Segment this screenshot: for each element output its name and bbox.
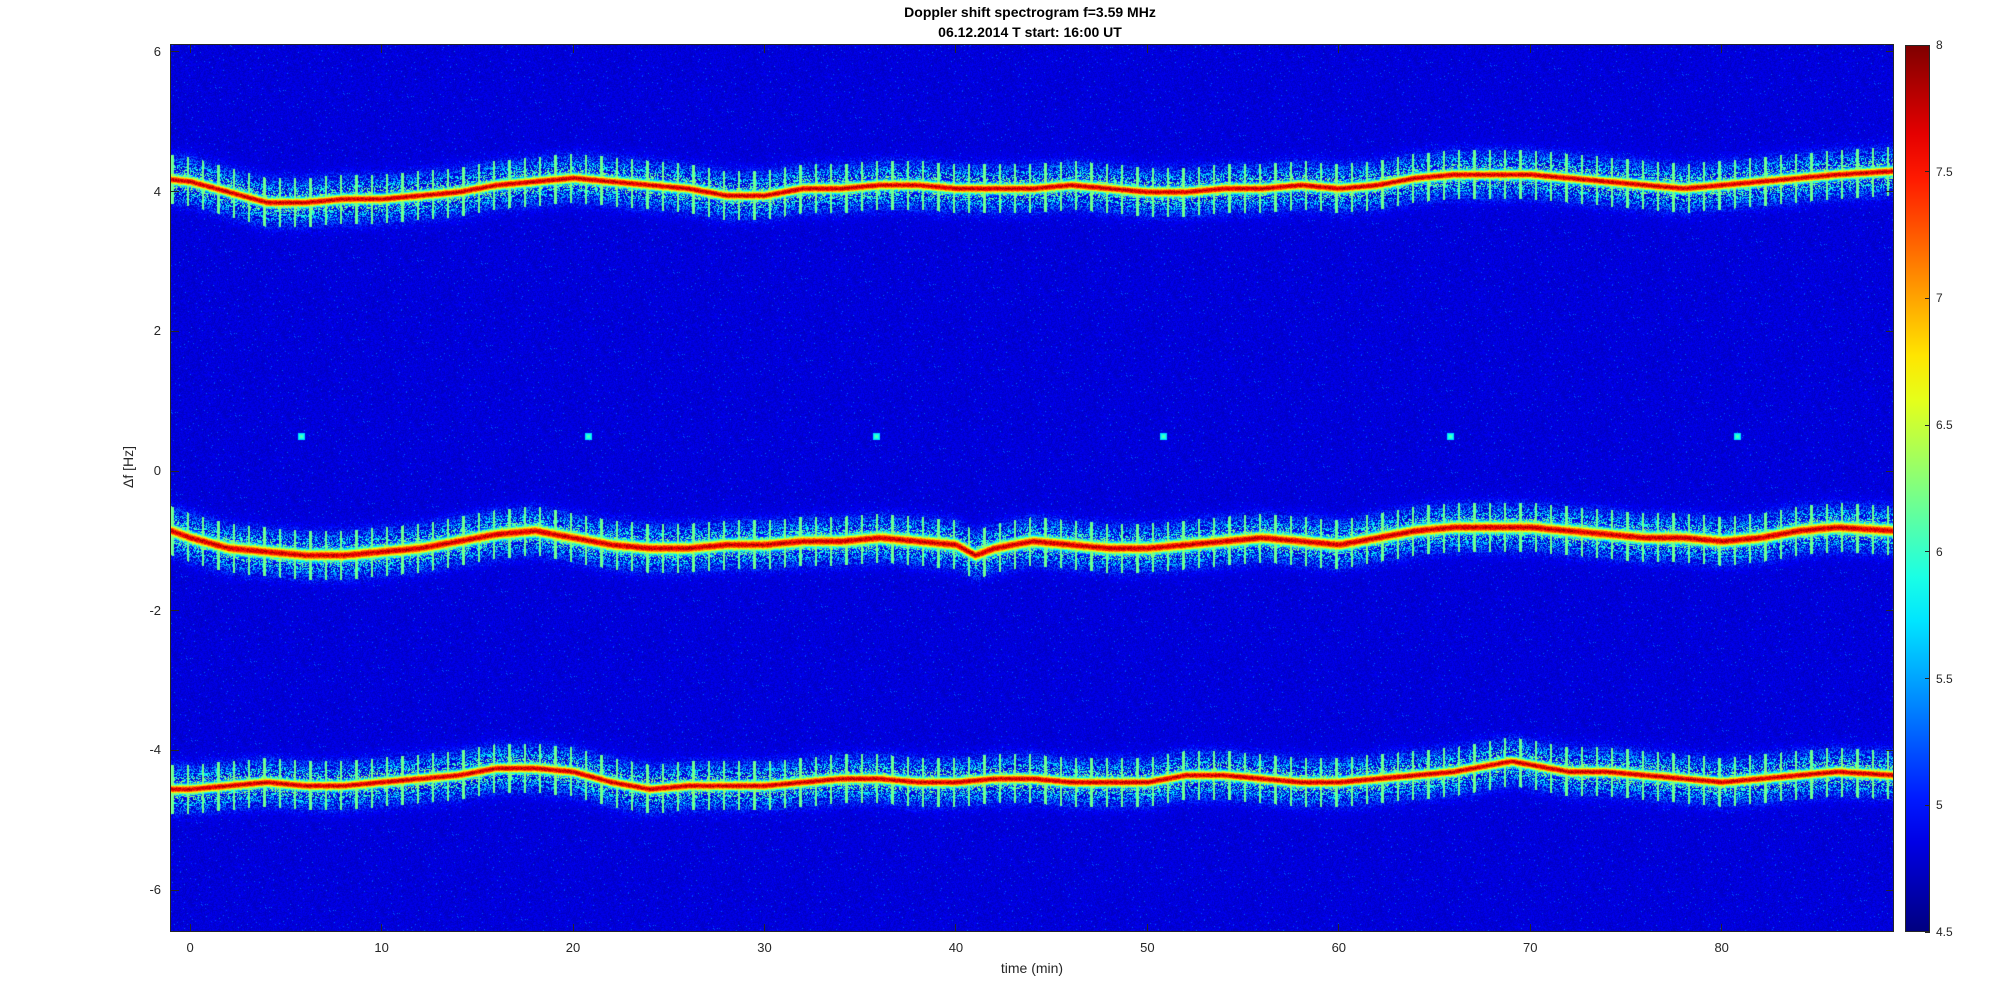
spectrogram-plot-area (171, 45, 1894, 932)
x-tick-label: 0 (186, 940, 194, 955)
x-tick-mark (955, 924, 957, 932)
x-axis-label: time (min) (1000, 960, 1064, 976)
y-tick-mark (171, 51, 179, 53)
y-tick-mark (171, 330, 179, 332)
colorbar-tick-mark (1925, 171, 1930, 173)
x-tick-mark-top (763, 45, 765, 53)
y-tick-mark (171, 610, 179, 612)
colorbar-tick-label: 5 (1936, 798, 1943, 813)
y-tick-mark-right (1886, 749, 1894, 751)
y-tick-label: 0 (153, 463, 161, 479)
x-tick-label: 80 (1714, 940, 1729, 955)
y-tick-label: 2 (153, 323, 161, 339)
colorbar-tick-label: 6 (1936, 544, 1943, 559)
x-tick-mark (763, 924, 765, 932)
colorbar-tick-label: 6.5 (1936, 418, 1953, 433)
colorbar-tick-label: 7 (1936, 291, 1943, 306)
y-tick-mark (171, 470, 179, 472)
x-tick-mark-top (572, 45, 574, 53)
x-tick-mark (1529, 924, 1531, 932)
y-tick-mark (171, 191, 179, 193)
colorbar-tick-mark (1925, 424, 1930, 426)
colorbar-tick-mark (1925, 678, 1930, 680)
x-tick-mark-top (381, 45, 383, 53)
y-tick-label: 4 (153, 183, 161, 199)
colorbar-tick-mark (1925, 804, 1930, 806)
y-tick-label: -2 (149, 602, 161, 618)
y-tick-mark (171, 749, 179, 751)
colorbar-tick-mark (1925, 44, 1930, 46)
colorbar-tick-label: 8 (1936, 38, 1943, 52)
x-tick-mark-top (189, 45, 191, 53)
x-tick-mark (189, 924, 191, 932)
y-tick-label: 6 (153, 43, 161, 59)
x-tick-mark (381, 924, 383, 932)
chart-subtitle: 06.12.2014 T start: 16:00 UT (938, 24, 1122, 40)
y-tick-mark-right (1886, 889, 1894, 891)
colorbar-tick-label: 7.5 (1936, 164, 1953, 179)
y-tick-mark-right (1886, 610, 1894, 612)
colorbar-tick-mark (1925, 297, 1930, 299)
y-tick-mark-right (1886, 470, 1894, 472)
x-tick-mark (1146, 924, 1148, 932)
x-tick-label: 70 (1523, 940, 1538, 955)
x-tick-label: 20 (565, 940, 581, 955)
colorbar-tick-label: 5.5 (1936, 671, 1953, 686)
y-tick-mark-right (1886, 330, 1894, 332)
colorbar-tick-mark (1925, 931, 1930, 933)
spectrogram-heatmap (171, 45, 1894, 932)
x-tick-label: 30 (757, 940, 772, 955)
y-tick-mark (171, 889, 179, 891)
x-tick-mark-top (1338, 45, 1340, 53)
x-tick-mark-top (1529, 45, 1531, 53)
colorbar (1905, 45, 1930, 932)
colorbar-tick-label: 4.5 (1936, 925, 1953, 939)
y-tick-label: -4 (149, 742, 161, 758)
x-tick-mark (1721, 924, 1723, 932)
x-tick-label: 60 (1331, 940, 1347, 955)
colorbar-tick-mark (1925, 551, 1930, 553)
x-tick-mark (572, 924, 574, 932)
x-tick-mark-top (955, 45, 957, 53)
chart-title: Doppler shift spectrogram f=3.59 MHz (904, 4, 1156, 20)
x-tick-mark-top (1146, 45, 1148, 53)
x-tick-label: 40 (948, 940, 964, 955)
x-tick-mark-top (1721, 45, 1723, 53)
y-tick-mark-right (1886, 51, 1894, 53)
x-tick-label: 10 (374, 940, 389, 955)
y-tick-mark-right (1886, 191, 1894, 193)
y-tick-label: -6 (149, 882, 161, 898)
x-tick-mark (1338, 924, 1340, 932)
x-tick-label: 50 (1140, 940, 1155, 955)
